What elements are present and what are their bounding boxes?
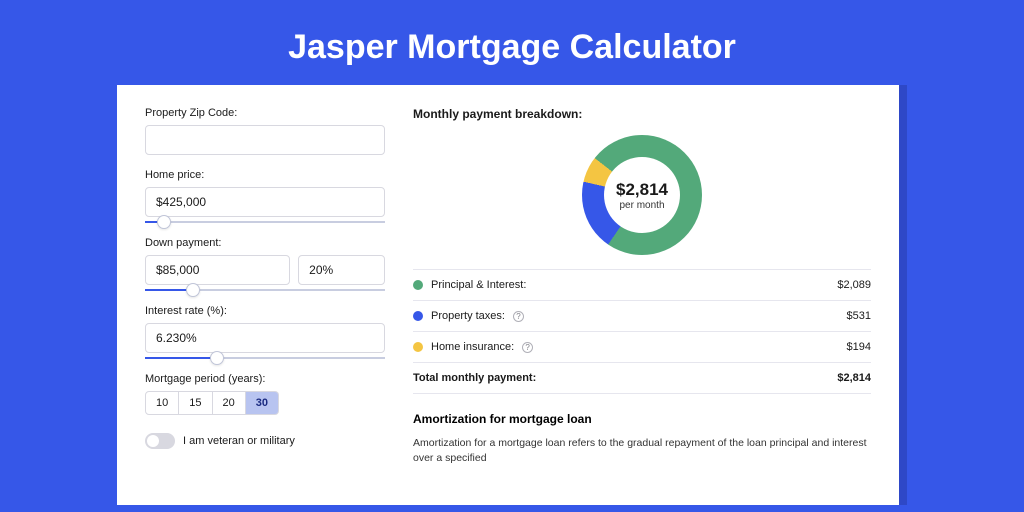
legend-dot [413, 311, 423, 321]
breakdown-panel: Monthly payment breakdown: $2,814 per mo… [413, 107, 871, 505]
period-option-30[interactable]: 30 [246, 391, 279, 415]
interest-rate-slider-thumb[interactable] [210, 351, 224, 365]
legend-dot [413, 280, 423, 290]
legend-row: Home insurance: ? $194 [413, 332, 871, 363]
down-payment-percent-input[interactable] [298, 255, 385, 285]
down-payment-field: Down payment: [145, 237, 385, 291]
home-price-label: Home price: [145, 169, 385, 181]
interest-rate-input[interactable] [145, 323, 385, 353]
home-price-field: Home price: [145, 169, 385, 223]
zip-field: Property Zip Code: [145, 107, 385, 155]
donut-sublabel: per month [619, 200, 664, 211]
zip-input[interactable] [145, 125, 385, 155]
donut-amount: $2,814 [616, 180, 668, 200]
legend-value: $2,089 [837, 279, 871, 291]
home-price-slider-thumb[interactable] [157, 215, 171, 229]
amortization-section: Amortization for mortgage loan Amortizat… [413, 412, 871, 465]
legend-label: Principal & Interest: [431, 279, 526, 291]
period-option-20[interactable]: 20 [213, 391, 246, 415]
breakdown-legend: Principal & Interest: $2,089 Property ta… [413, 269, 871, 394]
down-payment-slider[interactable] [145, 289, 385, 291]
mortgage-period-label: Mortgage period (years): [145, 373, 385, 385]
down-payment-amount-input[interactable] [145, 255, 290, 285]
home-price-input[interactable] [145, 187, 385, 217]
down-payment-slider-thumb[interactable] [186, 283, 200, 297]
legend-dot [413, 342, 423, 352]
calculator-card: Property Zip Code: Home price: Down paym… [117, 85, 907, 505]
donut-chart-wrap: $2,814 per month [413, 131, 871, 269]
period-option-10[interactable]: 10 [145, 391, 179, 415]
help-icon[interactable]: ? [522, 342, 533, 353]
legend-total-row: Total monthly payment: $2,814 [413, 363, 871, 394]
legend-row: Property taxes: ? $531 [413, 301, 871, 332]
amortization-title: Amortization for mortgage loan [413, 412, 871, 426]
legend-value: $194 [847, 341, 871, 353]
legend-total-value: $2,814 [837, 372, 871, 384]
interest-rate-field: Interest rate (%): [145, 305, 385, 359]
form-panel: Property Zip Code: Home price: Down paym… [145, 107, 385, 505]
down-payment-label: Down payment: [145, 237, 385, 249]
breakdown-title: Monthly payment breakdown: [413, 107, 871, 121]
legend-label: Home insurance: [431, 341, 514, 353]
interest-rate-label: Interest rate (%): [145, 305, 385, 317]
legend-value: $531 [847, 310, 871, 322]
interest-rate-slider[interactable] [145, 357, 385, 359]
veteran-toggle-label: I am veteran or military [183, 435, 295, 447]
legend-label: Property taxes: [431, 310, 505, 322]
page-title: Jasper Mortgage Calculator [0, 0, 1024, 85]
home-price-slider[interactable] [145, 221, 385, 223]
amortization-text: Amortization for a mortgage loan refers … [413, 436, 871, 465]
period-option-15[interactable]: 15 [179, 391, 212, 415]
veteran-toggle[interactable] [145, 433, 175, 449]
veteran-toggle-row: I am veteran or military [145, 433, 385, 449]
donut-chart: $2,814 per month [582, 135, 702, 255]
legend-row: Principal & Interest: $2,089 [413, 270, 871, 301]
donut-center: $2,814 per month [604, 157, 680, 233]
help-icon[interactable]: ? [513, 311, 524, 322]
legend-total-label: Total monthly payment: [413, 372, 536, 384]
zip-label: Property Zip Code: [145, 107, 385, 119]
mortgage-period-field: Mortgage period (years): 10152030 [145, 373, 385, 415]
